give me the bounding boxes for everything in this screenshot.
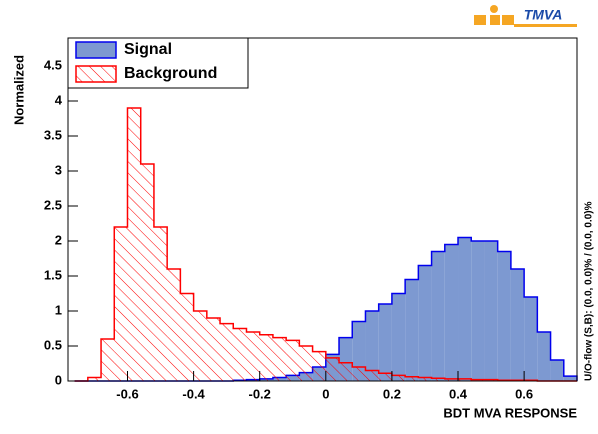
histogram-outline [74, 107, 577, 382]
histogram-bar [299, 346, 313, 381]
x-tick-label: 0.6 [515, 386, 533, 401]
histogram-bar [312, 351, 326, 381]
histogram-bar [114, 227, 128, 381]
legend-label: Background [124, 65, 217, 82]
side-note: U/O-flow (S,B): (0.0, 0.0)% / (0.0, 0.0)… [584, 201, 595, 381]
x-tick-label: 0 [322, 386, 329, 401]
histogram-bar [418, 377, 432, 381]
y-tick-label: 1.5 [44, 267, 62, 282]
x-tick-label: -0.4 [182, 386, 205, 401]
legend-swatch [75, 65, 117, 83]
histogram-bar [405, 376, 419, 381]
histogram-bar [259, 334, 273, 381]
y-tick-label: 3.5 [44, 127, 62, 142]
plot-frame [67, 37, 578, 382]
histogram-bar [325, 357, 340, 381]
histogram-bar [206, 318, 221, 381]
histogram-bar [510, 269, 525, 381]
histogram-bar [193, 311, 207, 381]
histogram-bar [431, 251, 445, 381]
histogram-bar [272, 337, 287, 381]
histogram-bar [365, 370, 379, 381]
y-tick-label: 2 [55, 232, 62, 247]
histogram-bar [563, 376, 577, 381]
histogram-bar [431, 378, 445, 381]
histogram-bar [444, 244, 459, 381]
histogram-bar [286, 340, 300, 381]
histogram-bar [550, 360, 564, 381]
y-tick-label: 2.5 [44, 197, 62, 212]
histogram-bar [458, 237, 472, 381]
x-axis-label: BDT MVA RESPONSE [443, 405, 577, 420]
y-tick-label: 1 [55, 302, 62, 317]
histogram-bar [101, 339, 115, 381]
histogram-bar [405, 279, 419, 381]
histogram-bar [352, 367, 366, 381]
x-tick-label: 0.4 [449, 386, 468, 401]
histogram-bar [140, 164, 154, 381]
histogram-bar [391, 293, 406, 381]
histogram-bar [484, 241, 498, 381]
y-tick-label: 4.5 [44, 57, 62, 72]
histogram-bar [537, 332, 551, 381]
y-tick-label: 0 [55, 372, 62, 387]
histogram-bar [378, 373, 392, 381]
histogram-bar [471, 241, 485, 381]
y-tick-label: 4 [55, 92, 63, 107]
histogram-bar [378, 304, 392, 381]
y-tick-label: 0.5 [44, 337, 62, 352]
histogram-bar [444, 378, 459, 381]
y-axis-label: Normalized [11, 55, 26, 125]
y-tick-label: 3 [55, 162, 62, 177]
histogram-bar [497, 251, 511, 381]
histogram-bar [352, 321, 366, 381]
histogram-bar [365, 311, 379, 381]
histogram-bar [391, 375, 406, 381]
legend-swatch [75, 41, 117, 59]
logo: TMVA [524, 7, 563, 23]
logo-icon [474, 5, 577, 27]
legend-label: Signal [124, 41, 172, 58]
histogram-bar [167, 269, 181, 381]
histogram-bar [458, 378, 472, 381]
x-tick-label: -0.2 [248, 386, 270, 401]
histogram-bar [339, 362, 353, 381]
histogram-bar [87, 377, 102, 381]
histogram-bar [418, 265, 432, 381]
histogram-bar [220, 323, 234, 381]
x-tick-label: -0.6 [116, 386, 138, 401]
histogram-bar [153, 227, 168, 381]
x-tick-label: 0.2 [383, 386, 401, 401]
histogram-bar [127, 108, 141, 381]
histogram-bar [180, 293, 194, 381]
histogram-bar [524, 297, 538, 381]
histogram-bar [233, 328, 247, 381]
histogram-bar [246, 332, 260, 381]
